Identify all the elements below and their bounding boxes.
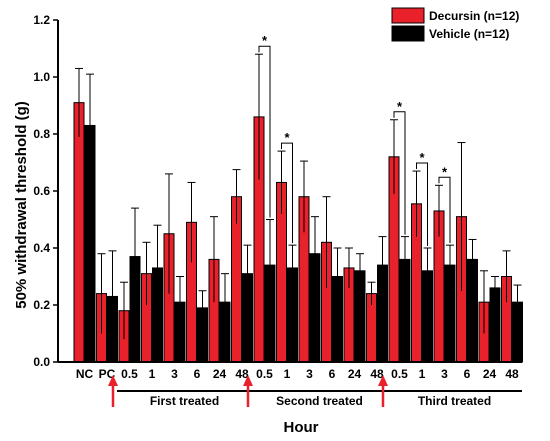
x-tick-label: 0.5 — [391, 367, 408, 381]
treatment-arrow-head — [108, 375, 118, 386]
x-tick-label: 3 — [171, 367, 178, 381]
significance-bracket — [281, 142, 293, 244]
treatment-arrow-head — [378, 375, 388, 386]
significance-star: * — [442, 164, 448, 179]
plot-area: * * * * * — [73, 33, 523, 363]
y-tick-label: 1.2 — [33, 13, 50, 27]
y-tick-label: 0.0 — [33, 355, 50, 369]
significance-star: * — [284, 130, 290, 145]
x-tick-label: 6 — [194, 367, 201, 381]
y-tick-label: 1.0 — [33, 70, 50, 84]
x-tick-label: 6 — [464, 367, 471, 381]
y-tick-label: 0.2 — [33, 298, 50, 312]
phase-label: First treated — [150, 394, 219, 408]
significance-star: * — [262, 33, 268, 48]
treatment-arrow-head — [243, 375, 253, 386]
significance-bracket — [258, 45, 271, 218]
x-tick-label: 1 — [149, 367, 156, 381]
y-tick-label: 0.4 — [33, 241, 50, 255]
legend: Decursin (n=12) Vehicle (n=12) — [391, 7, 519, 42]
y-tick-label: 0.6 — [33, 184, 50, 198]
x-tick-label: 6 — [329, 367, 336, 381]
significance-bracket — [393, 111, 406, 235]
x-tick-label: 24 — [348, 367, 362, 381]
bar-decursin — [73, 102, 85, 363]
significance-bracket — [438, 176, 451, 244]
significance-star: * — [419, 150, 425, 165]
legend-swatch-decursin — [391, 7, 425, 24]
x-tick-label: 24 — [213, 367, 227, 381]
x-tick-label: PC — [99, 367, 116, 381]
x-tick-label: 0.5 — [256, 367, 273, 381]
y-axis-title: 50% withdrawal threshold (g) — [13, 101, 30, 309]
x-tick-label: 1 — [419, 367, 426, 381]
phase-label: Third treated — [418, 394, 491, 408]
x-tick-label: 48 — [370, 367, 384, 381]
x-tick-label: 1 — [284, 367, 291, 381]
legend-label-vehicle: Vehicle (n=12) — [429, 27, 509, 41]
x-tick-label: 48 — [235, 367, 249, 381]
x-tick-label: 48 — [505, 367, 519, 381]
x-axis: NC PC 0.5 1 3 6 24 48 0.5 1 3 6 24 48 0.5 1 3 6 24 48 First … — [58, 361, 522, 408]
y-axis: 0.0 0.2 0.4 0.6 0.8 1.0 1.2 — [33, 13, 59, 369]
y-tick-label: 0.8 — [33, 127, 50, 141]
x-tick-label: NC — [76, 367, 94, 381]
x-axis-title: Hour — [284, 419, 319, 436]
x-tick-label: 24 — [483, 367, 497, 381]
legend-swatch-vehicle — [391, 25, 425, 42]
x-tick-label: 0.5 — [121, 367, 138, 381]
x-tick-label: 3 — [441, 367, 448, 381]
phase-label: Second treated — [276, 394, 363, 408]
legend-label-decursin: Decursin (n=12) — [429, 9, 519, 23]
significance-star: * — [397, 99, 403, 114]
x-tick-label: 3 — [306, 367, 313, 381]
significance-bracket — [416, 162, 428, 246]
